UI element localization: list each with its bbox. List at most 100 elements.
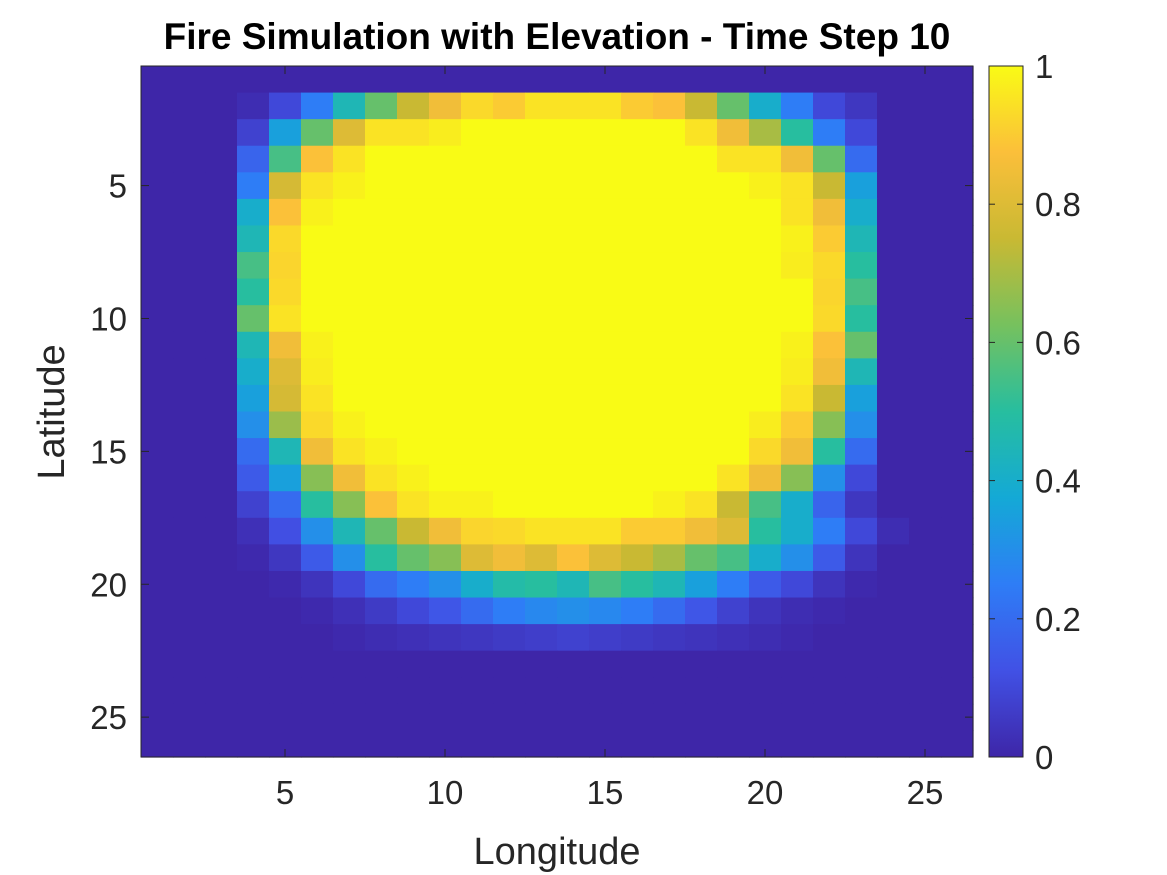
heatmap-cell bbox=[813, 198, 846, 227]
heatmap-cell bbox=[461, 145, 494, 173]
heatmap-cell bbox=[621, 225, 654, 253]
heatmap-cell bbox=[429, 597, 462, 625]
heatmap-cell bbox=[525, 570, 558, 599]
heatmap-cell bbox=[557, 384, 590, 413]
heatmap-cell bbox=[333, 597, 366, 625]
heatmap-cell bbox=[493, 278, 526, 306]
heatmap-cell bbox=[173, 225, 206, 253]
heatmap-cell bbox=[269, 491, 302, 519]
heatmap-cell bbox=[877, 730, 910, 758]
heatmap-cell bbox=[269, 544, 302, 572]
heatmap-cell bbox=[397, 198, 430, 227]
heatmap-cell bbox=[333, 677, 366, 705]
heatmap-cell bbox=[941, 411, 974, 439]
heatmap-cell bbox=[749, 491, 782, 519]
heatmap-cell bbox=[653, 278, 686, 306]
heatmap-cell bbox=[429, 172, 462, 200]
heatmap-cell bbox=[525, 730, 558, 758]
heatmap-cell bbox=[845, 305, 878, 333]
heatmap-cell bbox=[461, 464, 494, 492]
heatmap-cell bbox=[493, 305, 526, 333]
heatmap-cell bbox=[845, 384, 878, 413]
heatmap-cell bbox=[589, 172, 622, 200]
heatmap-cell bbox=[621, 544, 654, 572]
heatmap-cell bbox=[301, 703, 334, 732]
heatmap-cell bbox=[333, 438, 366, 466]
heatmap-cell bbox=[717, 464, 750, 492]
heatmap-cell bbox=[365, 624, 398, 652]
heatmap-cell bbox=[781, 172, 814, 200]
heatmap-cell bbox=[237, 570, 270, 599]
heatmap-cell bbox=[333, 305, 366, 333]
heatmap-cell bbox=[749, 650, 782, 678]
heatmap-cell bbox=[301, 66, 334, 94]
heatmap-cell bbox=[909, 252, 942, 280]
colorbar-tick-label: 1 bbox=[1035, 48, 1053, 85]
heatmap-cell bbox=[301, 358, 334, 386]
heatmap-cell bbox=[941, 597, 974, 625]
heatmap-cell bbox=[365, 517, 398, 545]
heatmap-cell bbox=[589, 517, 622, 545]
heatmap-cell bbox=[365, 703, 398, 732]
heatmap-cell bbox=[525, 145, 558, 173]
heatmap-cell bbox=[493, 650, 526, 678]
heatmap-cell bbox=[621, 305, 654, 333]
heatmap-cell bbox=[621, 278, 654, 306]
heatmap-cell bbox=[429, 650, 462, 678]
heatmap-cell bbox=[749, 464, 782, 492]
heatmap-cell bbox=[941, 119, 974, 147]
heatmap-cell bbox=[845, 331, 878, 359]
heatmap-cell bbox=[749, 278, 782, 306]
heatmap-cell bbox=[621, 252, 654, 280]
heatmap-cell bbox=[301, 198, 334, 227]
heatmap-cell bbox=[461, 650, 494, 678]
heatmap-cell bbox=[813, 703, 846, 732]
heatmap-cell bbox=[685, 331, 718, 359]
heatmap-cell bbox=[749, 172, 782, 200]
heatmap-cell bbox=[621, 650, 654, 678]
heatmap-cell bbox=[621, 66, 654, 94]
heatmap-cell bbox=[461, 358, 494, 386]
heatmap-cell bbox=[525, 305, 558, 333]
heatmap-cell bbox=[237, 464, 270, 492]
heatmap-cell bbox=[589, 411, 622, 439]
heatmap-cell bbox=[333, 172, 366, 200]
heatmap-cell bbox=[461, 66, 494, 94]
heatmap-cell bbox=[685, 544, 718, 572]
heatmap-cell bbox=[845, 597, 878, 625]
heatmap-cell bbox=[461, 597, 494, 625]
heatmap-cell bbox=[525, 358, 558, 386]
heatmap-cell bbox=[333, 464, 366, 492]
heatmap-cell bbox=[365, 570, 398, 599]
heatmap-cell bbox=[781, 198, 814, 227]
heatmap-cell bbox=[365, 491, 398, 519]
heatmap-cell bbox=[461, 438, 494, 466]
heatmap-cell bbox=[461, 225, 494, 253]
heatmap-cell bbox=[141, 384, 174, 413]
heatmap-cell bbox=[813, 491, 846, 519]
heatmap-cell bbox=[717, 517, 750, 545]
heatmap-cell bbox=[429, 198, 462, 227]
heatmap-cell bbox=[685, 570, 718, 599]
heatmap-cell bbox=[781, 66, 814, 94]
heatmap-cell bbox=[781, 411, 814, 439]
heatmap-cell bbox=[205, 730, 238, 758]
heatmap-cell bbox=[461, 305, 494, 333]
heatmap-cell bbox=[909, 517, 942, 545]
heatmap-cell bbox=[685, 358, 718, 386]
heatmap-cell bbox=[781, 624, 814, 652]
y-tick-label: 15 bbox=[90, 433, 127, 470]
heatmap-cell bbox=[301, 252, 334, 280]
heatmap-cell bbox=[269, 305, 302, 333]
heatmap-cell bbox=[333, 570, 366, 599]
heatmap-cell bbox=[749, 252, 782, 280]
heatmap-cell bbox=[845, 438, 878, 466]
heatmap-cell bbox=[557, 252, 590, 280]
heatmap-cell bbox=[845, 730, 878, 758]
heatmap-cell bbox=[493, 225, 526, 253]
heatmap-cell bbox=[365, 438, 398, 466]
heatmap-cell bbox=[813, 172, 846, 200]
heatmap-cell bbox=[685, 305, 718, 333]
heatmap-cell bbox=[717, 172, 750, 200]
heatmap-cell bbox=[493, 677, 526, 705]
